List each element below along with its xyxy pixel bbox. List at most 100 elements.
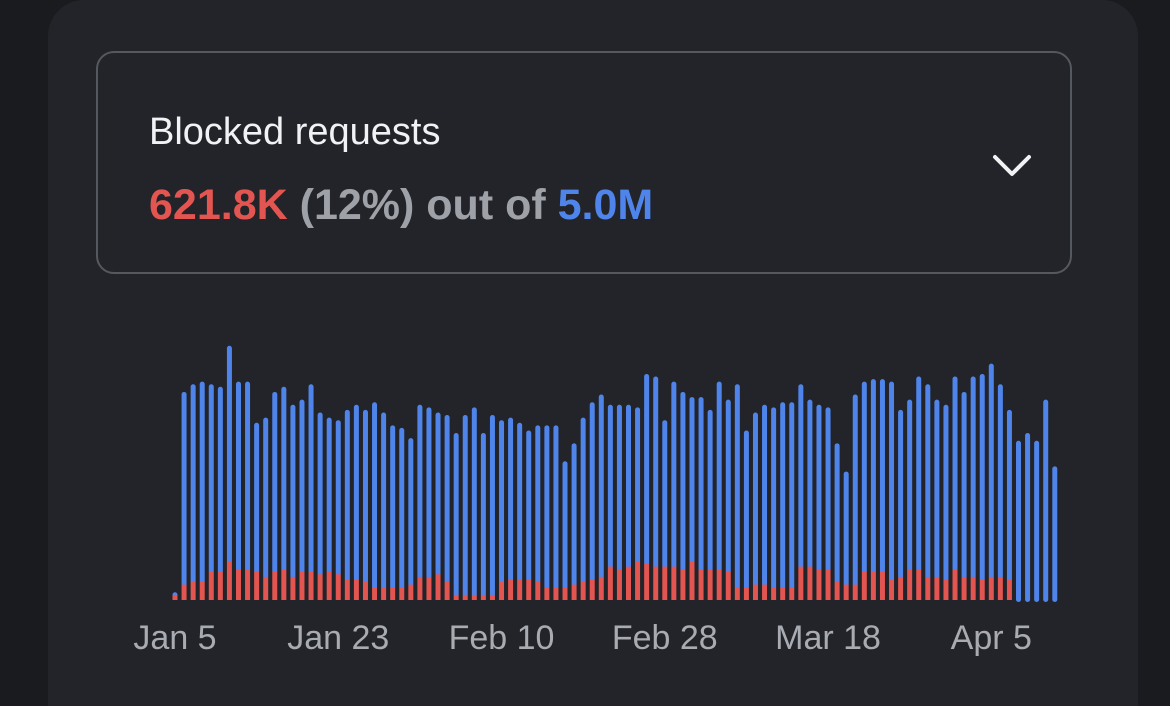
bar-blocked[interactable]: [326, 571, 332, 600]
bar-allowed[interactable]: [535, 425, 541, 585]
bar-allowed[interactable]: [988, 363, 994, 579]
bar-allowed[interactable]: [372, 402, 378, 590]
bar-blocked[interactable]: [571, 584, 577, 600]
bar-blocked[interactable]: [480, 594, 486, 600]
bar-allowed[interactable]: [562, 461, 568, 590]
bar-blocked[interactable]: [245, 569, 251, 600]
bar-allowed[interactable]: [426, 407, 432, 579]
bar-allowed[interactable]: [780, 402, 786, 590]
bar-allowed[interactable]: [226, 345, 232, 564]
bar-blocked[interactable]: [308, 571, 314, 600]
bar-allowed[interactable]: [961, 391, 967, 579]
bar-allowed[interactable]: [1034, 440, 1040, 602]
bar-allowed[interactable]: [807, 399, 813, 569]
bar-allowed[interactable]: [526, 430, 532, 582]
bar-allowed[interactable]: [734, 384, 740, 590]
bar-blocked[interactable]: [626, 566, 631, 600]
bar-allowed[interactable]: [752, 412, 758, 587]
bar-blocked[interactable]: [689, 561, 695, 600]
bar-blocked[interactable]: [870, 571, 876, 600]
bar-allowed[interactable]: [381, 412, 387, 590]
bar-allowed[interactable]: [889, 381, 895, 582]
bar-blocked[interactable]: [725, 571, 731, 600]
bar-allowed[interactable]: [907, 399, 913, 572]
bar-allowed[interactable]: [308, 384, 314, 574]
bar-blocked[interactable]: [417, 576, 423, 600]
bar-allowed[interactable]: [208, 384, 214, 574]
bar-blocked[interactable]: [426, 576, 432, 600]
bar-allowed[interactable]: [190, 384, 196, 585]
bar-allowed[interactable]: [644, 373, 650, 567]
bar-blocked[interactable]: [952, 569, 958, 600]
bar-blocked[interactable]: [752, 584, 758, 600]
bar-allowed[interactable]: [408, 438, 414, 587]
bar-allowed[interactable]: [571, 443, 577, 587]
bar-blocked[interactable]: [499, 582, 505, 600]
bar-blocked[interactable]: [907, 569, 913, 600]
bar-blocked[interactable]: [199, 582, 205, 600]
bar-allowed[interactable]: [952, 376, 958, 572]
bar-blocked[interactable]: [381, 587, 387, 600]
bar-allowed[interactable]: [716, 381, 722, 572]
bar-allowed[interactable]: [580, 417, 586, 585]
bar-blocked[interactable]: [798, 566, 804, 600]
bar-blocked[interactable]: [807, 566, 813, 600]
bar-blocked[interactable]: [453, 594, 459, 600]
bar-allowed[interactable]: [281, 386, 287, 572]
bar-allowed[interactable]: [517, 422, 523, 582]
bar-blocked[interactable]: [943, 579, 949, 600]
bar-allowed[interactable]: [181, 391, 187, 587]
bar-blocked[interactable]: [598, 576, 604, 600]
bar-blocked[interactable]: [1006, 579, 1012, 600]
bar-blocked[interactable]: [925, 576, 931, 600]
bar-blocked[interactable]: [771, 587, 777, 600]
bar-allowed[interactable]: [689, 397, 695, 564]
bar-allowed[interactable]: [943, 404, 949, 582]
bar-allowed[interactable]: [861, 381, 867, 574]
bar-allowed[interactable]: [1016, 440, 1022, 602]
bar-blocked[interactable]: [181, 584, 187, 600]
bar-allowed[interactable]: [353, 404, 359, 582]
bar-blocked[interactable]: [644, 564, 650, 600]
bar-allowed[interactable]: [489, 415, 495, 597]
bar-blocked[interactable]: [662, 566, 668, 600]
bar-allowed[interactable]: [245, 381, 251, 572]
bar-blocked[interactable]: [988, 576, 994, 600]
bar-allowed[interactable]: [970, 376, 976, 579]
bar-blocked[interactable]: [435, 574, 441, 600]
bar-allowed[interactable]: [508, 417, 514, 582]
bar-blocked[interactable]: [471, 594, 477, 600]
bar-blocked[interactable]: [226, 561, 232, 600]
bar-allowed[interactable]: [825, 407, 831, 572]
bar-allowed[interactable]: [671, 381, 677, 569]
bar-blocked[interactable]: [208, 571, 214, 600]
bar-blocked[interactable]: [299, 571, 305, 600]
bar-blocked[interactable]: [235, 569, 241, 600]
bar-allowed[interactable]: [616, 404, 622, 572]
bar-allowed[interactable]: [235, 381, 241, 572]
bar-blocked[interactable]: [390, 587, 396, 600]
bar-blocked[interactable]: [616, 569, 622, 600]
bar-blocked[interactable]: [535, 582, 541, 600]
bar-allowed[interactable]: [698, 397, 704, 572]
bar-blocked[interactable]: [508, 579, 514, 600]
chevron-down-icon[interactable]: [992, 153, 1032, 179]
bar-allowed[interactable]: [870, 379, 876, 574]
bar-allowed[interactable]: [979, 373, 985, 582]
bar-blocked[interactable]: [254, 571, 260, 600]
bar-allowed[interactable]: [852, 394, 858, 587]
bar-allowed[interactable]: [680, 391, 686, 572]
bar-allowed[interactable]: [217, 386, 223, 574]
bar-allowed[interactable]: [1006, 409, 1012, 582]
bar-allowed[interactable]: [635, 407, 641, 564]
bar-blocked[interactable]: [526, 579, 532, 600]
bar-blocked[interactable]: [190, 582, 196, 600]
bar-blocked[interactable]: [843, 584, 849, 600]
bar-allowed[interactable]: [254, 422, 260, 574]
bar-blocked[interactable]: [789, 587, 795, 600]
bar-allowed[interactable]: [272, 391, 278, 574]
bar-blocked[interactable]: [861, 571, 867, 600]
bar-blocked[interactable]: [762, 584, 768, 600]
bar-allowed[interactable]: [725, 399, 731, 574]
bar-blocked[interactable]: [562, 587, 568, 600]
